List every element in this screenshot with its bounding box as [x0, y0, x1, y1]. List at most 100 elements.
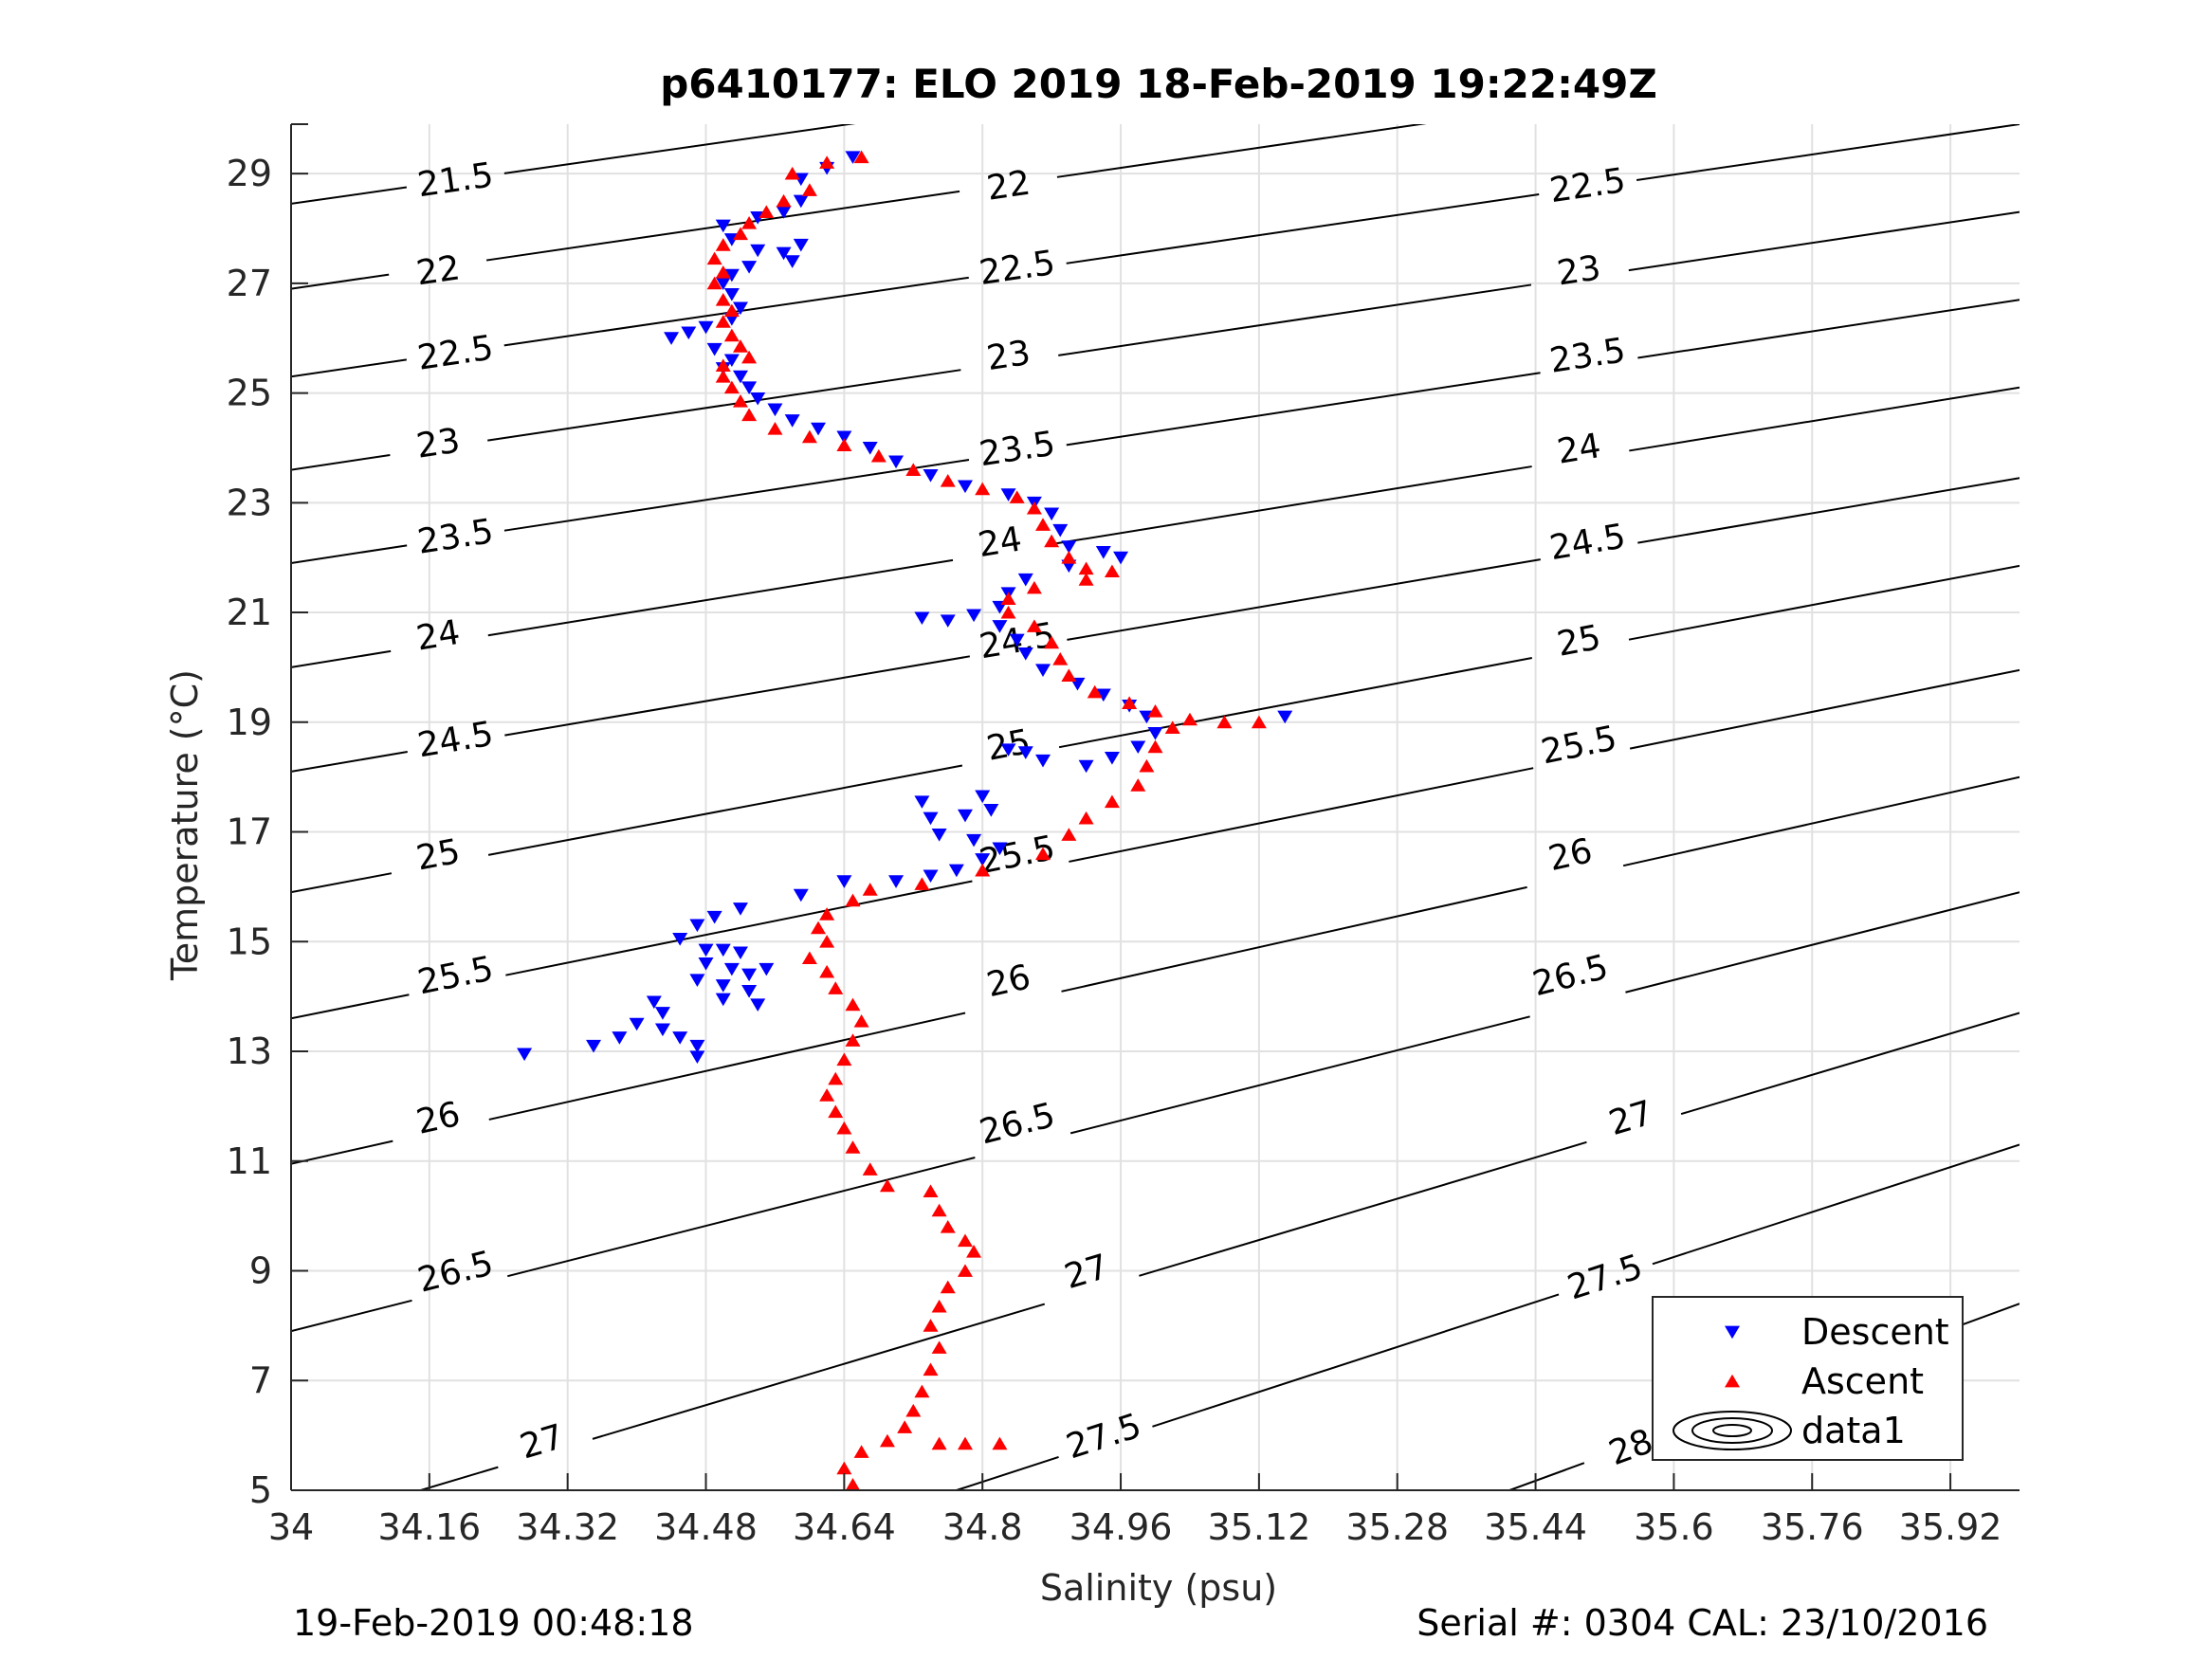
isopycnal-line: [291, 1299, 412, 1333]
ascent-point: [1181, 712, 1197, 726]
ascent-point: [732, 227, 748, 241]
isopycnal-line: [291, 649, 392, 668]
descent-point: [750, 392, 766, 406]
ascent-point: [715, 292, 731, 306]
y-tick-labels: 5 7 9 11 13 15 17 19 21 23 25 27 29: [227, 153, 272, 1511]
ascent-point: [828, 1071, 844, 1085]
ascent-point: [1026, 619, 1042, 632]
descent-point: [681, 326, 697, 340]
isopycnal-line: [505, 880, 973, 976]
ascent-point: [741, 408, 758, 422]
ascent-point: [801, 429, 817, 444]
ascent-point: [715, 358, 731, 373]
ascent-point: [1061, 550, 1077, 564]
isopycnal-label: 27.5: [1062, 1407, 1146, 1468]
legend-label: Ascent: [1801, 1360, 1924, 1402]
descent-point: [836, 430, 852, 445]
descent-point: [1017, 746, 1033, 759]
x-tick-label: 35.44: [1484, 1506, 1587, 1548]
descent-point: [923, 869, 939, 884]
ascent-point: [845, 1478, 861, 1491]
ascent-point: [966, 1245, 982, 1258]
footer-timestamp: 19-Feb-2019 00:48:18: [293, 1602, 694, 1644]
y-tick-label: 5: [249, 1469, 272, 1511]
ascent-point: [853, 150, 869, 164]
isopycnal-line: [291, 186, 408, 205]
x-tick-label: 34: [268, 1506, 314, 1548]
isopycnal-line: [291, 751, 408, 773]
ascent-point: [1061, 668, 1077, 683]
ascent-point: [1052, 652, 1069, 665]
isopycnal-line: [1652, 1143, 2020, 1266]
ascent-point: [723, 328, 740, 342]
isopycnal-line: [291, 994, 410, 1020]
descent-point: [975, 853, 991, 866]
y-tick-label: 25: [227, 373, 272, 414]
ascent-point: [1087, 684, 1103, 699]
isopycnal-label: 25: [413, 832, 464, 879]
ascent-point: [801, 951, 817, 965]
ascent-point: [940, 1220, 956, 1233]
descent-point: [1104, 752, 1120, 765]
isopycnal-line: [487, 369, 961, 442]
descent-point: [793, 194, 809, 209]
y-tick-label: 23: [227, 482, 272, 523]
descent-point: [672, 932, 688, 946]
isopycnal-line: [1629, 668, 2020, 750]
y-tick-label: 15: [227, 921, 272, 962]
isopycnal-label: 26.5: [976, 1096, 1059, 1152]
ascent-point: [1035, 518, 1051, 531]
ascent-point: [845, 1033, 861, 1047]
ascent-point: [853, 1013, 869, 1028]
legend-contour-ring: [1712, 1424, 1752, 1437]
ascent-point: [801, 183, 817, 196]
ascent-point: [862, 883, 878, 896]
descent-point: [732, 301, 748, 316]
descent-point: [689, 1039, 705, 1053]
descent-point: [1147, 726, 1163, 740]
isopycnal-label: 27: [1060, 1248, 1113, 1297]
ascent-point: [1104, 794, 1120, 809]
descent-point: [1277, 710, 1293, 724]
ascent-point: [1078, 561, 1094, 575]
y-tick-label: 9: [249, 1250, 272, 1292]
ascent-point: [1044, 534, 1060, 548]
y-tick-label: 13: [227, 1030, 272, 1072]
y-tick-label: 11: [227, 1140, 272, 1182]
chart-title: p6410177: ELO 2019 18-Feb-2019 19:22:49Z: [660, 61, 1657, 107]
descent-point: [715, 993, 731, 1007]
isopycnal-label: 27: [516, 1417, 569, 1467]
ascent-point: [975, 863, 991, 877]
isopycnal-line: [503, 459, 970, 532]
ascent-point: [1078, 573, 1094, 586]
isopycnal-label: 26.5: [414, 1244, 498, 1300]
descent-point: [862, 442, 878, 455]
descent-point: [836, 875, 852, 888]
ascent-point: [957, 1264, 973, 1277]
descent-point: [723, 268, 740, 283]
y-tick-label: 21: [227, 592, 272, 633]
ascent-point: [931, 1436, 947, 1450]
x-tick-label: 34.8: [942, 1506, 1023, 1548]
ascent-point: [776, 193, 792, 208]
y-tick-label: 19: [227, 702, 272, 743]
y-axis-label: Temperature (°C): [164, 669, 206, 981]
descent-point: [672, 1031, 688, 1045]
ascent-point: [1000, 592, 1016, 605]
descent-point: [1044, 507, 1060, 521]
ascent-point: [819, 964, 835, 978]
isopycnal-label: 23: [413, 421, 462, 465]
ascent-point: [836, 1121, 852, 1135]
ascent-point: [1026, 580, 1042, 594]
ascent-point: [940, 473, 956, 487]
isopycnal-line: [291, 273, 390, 290]
x-tick-label: 35.28: [1345, 1506, 1449, 1548]
ascent-point: [992, 1436, 1008, 1450]
isopycnal-line: [487, 558, 954, 637]
descent-point: [741, 984, 758, 998]
descent-point: [586, 1039, 602, 1053]
descent-point: [706, 342, 722, 356]
ascent-point: [715, 315, 731, 328]
descent-point: [975, 790, 991, 804]
